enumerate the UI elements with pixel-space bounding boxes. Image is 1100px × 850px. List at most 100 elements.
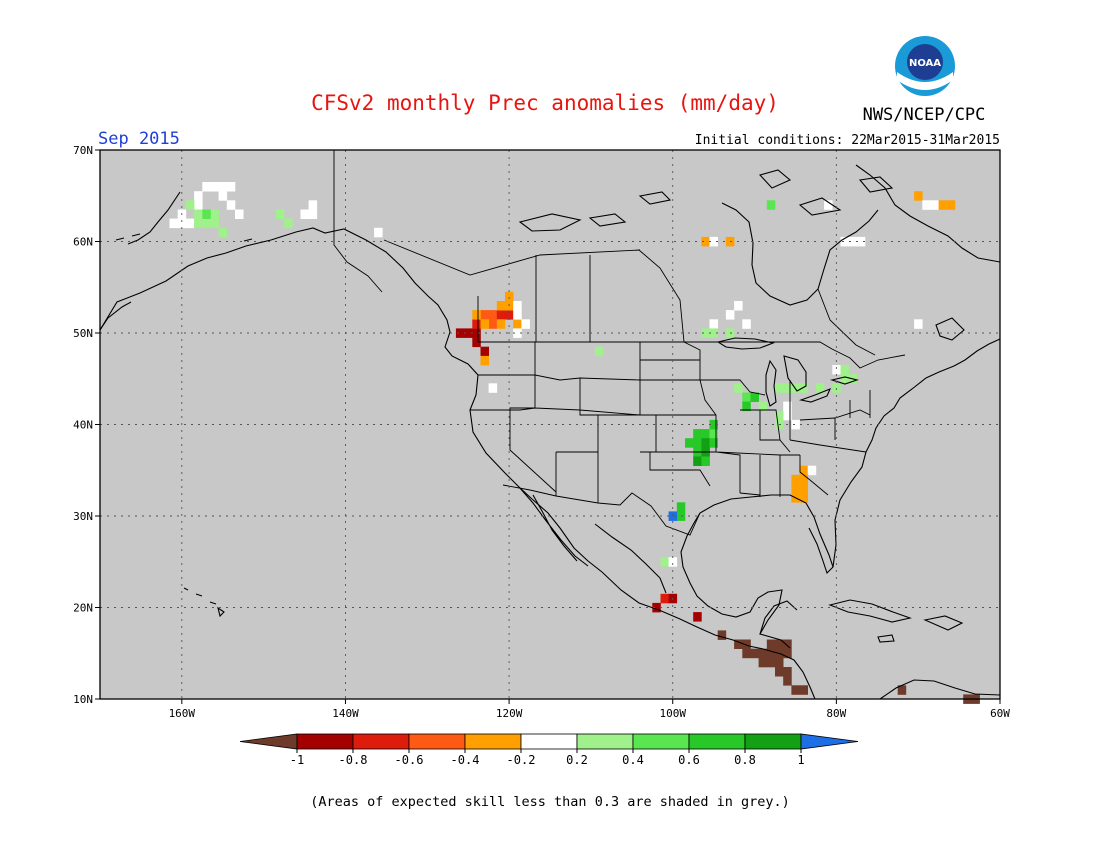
north-america-coastline: [99, 227, 816, 700]
anomaly-cell: [799, 685, 808, 695]
anomaly-cell: [832, 365, 841, 375]
anomaly-cell: [791, 484, 800, 494]
longitude-tick-label: 80W: [826, 707, 846, 720]
anomaly-cell: [505, 310, 514, 320]
anomaly-cell: [742, 639, 751, 649]
anomaly-cell: [709, 429, 718, 439]
latitude-tick-label: 70N: [73, 144, 93, 157]
skill-footnote: (Areas of expected skill less than 0.3 a…: [310, 794, 790, 810]
anomaly-cell: [783, 410, 792, 421]
anomaly-cell: [218, 191, 228, 201]
anomaly-cell: [668, 557, 678, 567]
anomaly-cell: [775, 667, 784, 677]
colorbar-tick-label: 0.6: [678, 753, 700, 767]
anomaly-cell: [897, 685, 907, 695]
anomaly-cell: [742, 392, 751, 402]
anomaly-cell: [488, 383, 498, 393]
anomaly-cell: [709, 236, 718, 247]
anomaly-cell: [202, 209, 211, 219]
colorbar-swatch: [688, 733, 746, 750]
anomaly-cell: [775, 639, 784, 649]
longitude-tick-label: 100W: [659, 707, 686, 720]
anomaly-cell: [652, 602, 661, 613]
colorbar-swatch: [408, 733, 466, 750]
noaa-logo-center: [907, 44, 943, 80]
longitude-tick-label: 140W: [332, 707, 359, 720]
anomaly-cell: [185, 218, 195, 229]
anomaly-cell: [742, 648, 751, 659]
baja-california-coastline: [518, 486, 589, 567]
anomaly-cell: [513, 328, 522, 338]
anomaly-cell: [218, 227, 228, 238]
anomaly-cell: [480, 355, 489, 366]
anomaly-cell: [185, 200, 195, 210]
anomaly-cell: [496, 319, 506, 329]
noaa-logo: NOAA: [895, 36, 955, 96]
arctic-island-1: [758, 169, 792, 189]
latitude-tick-label: 20N: [73, 602, 93, 615]
anomaly-cell: [709, 419, 718, 430]
colorbar-swatch: [464, 733, 522, 750]
anomaly-cell: [734, 383, 743, 393]
anomaly-cell: [480, 319, 489, 329]
anomaly-cell: [791, 474, 800, 485]
colorbar-swatch: [296, 733, 354, 750]
anomaly-cell: [496, 310, 506, 320]
political-borders: [333, 150, 906, 536]
anomaly-cell: [775, 657, 784, 668]
south-america-coastline: [879, 679, 1001, 700]
latitude-tick-label: 60N: [73, 236, 93, 249]
colorbar-over-arrow: [800, 733, 859, 750]
alaska-canada-border: [333, 150, 383, 293]
anomaly-cell: [300, 209, 309, 219]
us-east-coastline: [832, 338, 1001, 568]
latitude-tick-label: 50N: [73, 327, 93, 340]
agency-label: NWS/NCEP/CPC: [863, 105, 986, 125]
arctic-island-6: [638, 191, 672, 205]
newfoundland: [935, 317, 965, 341]
anomaly-cell: [488, 319, 498, 329]
anomaly-cell: [701, 328, 710, 338]
anomaly-cell: [799, 484, 808, 494]
arctic-island-3: [518, 213, 582, 232]
anomaly-cell: [750, 648, 759, 659]
anomaly-cell: [766, 657, 776, 668]
noaa-logo-wave: [897, 72, 953, 90]
anomaly-cell: [210, 218, 219, 229]
anomaly-cell: [775, 410, 784, 421]
anomaly-cell: [946, 200, 956, 210]
anomaly-cell: [750, 392, 759, 402]
anomaly-cell: [693, 429, 702, 439]
anomaly-cell: [807, 465, 817, 476]
hudson-bay-coastline: [721, 202, 879, 306]
yucatan-coastline: [759, 600, 798, 635]
anomaly-cell: [783, 383, 792, 393]
colorbar-tick-label: -0.8: [339, 753, 368, 767]
anomaly-cell: [758, 657, 768, 668]
anomaly-cell: [513, 301, 522, 311]
colorbar-swatch: [520, 733, 578, 750]
latitude-tick-label: 40N: [73, 419, 93, 432]
arctic-island-2: [798, 197, 842, 216]
colorbar-tick-label: 0.4: [622, 753, 644, 767]
anomaly-cell: [709, 319, 718, 329]
anomaly-cell: [709, 328, 718, 338]
anomaly-cell: [758, 648, 768, 659]
map-panel: 70N 60N 50N 40N 30N 20N 10N 160W 140W 120W 100W 80…: [73, 144, 1010, 720]
colorbar-tick-label: 1: [797, 753, 804, 767]
alaska-west-coastline: [99, 191, 181, 331]
anomaly-cell: [758, 401, 768, 412]
colorbar-swatch: [744, 733, 802, 750]
graticule: [95, 149, 1001, 704]
anomaly-cell: [210, 182, 219, 192]
anomaly-cell: [742, 401, 751, 412]
anomaly-cell: [194, 200, 203, 210]
anomaly-cell: [783, 648, 792, 659]
anomaly-cell: [815, 383, 825, 393]
anomaly-cell: [226, 200, 236, 210]
anomaly-cell: [701, 438, 710, 448]
territory-border-1: [383, 239, 641, 276]
anomaly-cell: [480, 310, 489, 320]
longitude-tick-labels: 160W 140W 120W 100W 80W 60W: [169, 707, 1011, 720]
